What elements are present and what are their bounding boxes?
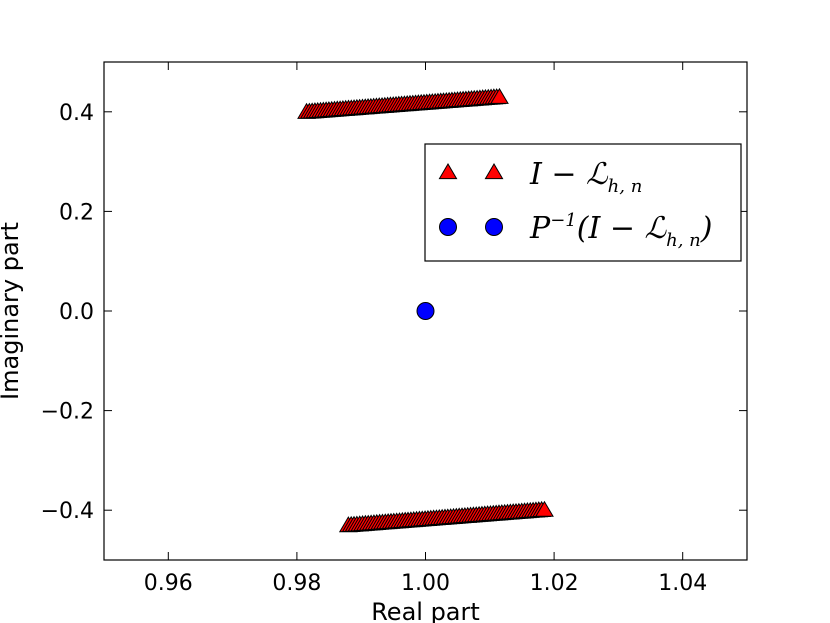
y-tick-label: 0.0 xyxy=(59,300,94,325)
legend-entry-1-main: P xyxy=(529,211,551,246)
triangle-point xyxy=(490,87,509,104)
y-tick-label: 0.4 xyxy=(59,101,94,126)
legend-entry-1-sup: −1 xyxy=(550,210,577,231)
x-tick-label: 1.02 xyxy=(530,571,579,596)
legend-entry-0-main: I − ℒ xyxy=(529,157,609,192)
y-tick-label: −0.4 xyxy=(41,499,94,524)
legend-box xyxy=(424,143,742,262)
legend-triangle-marker xyxy=(484,163,504,180)
legend-circle-marker xyxy=(439,218,457,236)
legend: I − ℒh, n P−1(I − ℒh, n) xyxy=(424,143,742,262)
legend-circle-marker xyxy=(485,218,503,236)
legend-triangle-marker xyxy=(438,163,458,180)
triangle-point xyxy=(535,500,554,517)
y-tick-label: 0.2 xyxy=(59,200,94,225)
x-axis-label: Real part xyxy=(371,598,480,623)
y-tick-label: −0.2 xyxy=(41,400,94,425)
legend-entry-0-sub: h, n xyxy=(608,176,643,197)
y-axis-label: Imaginary part xyxy=(0,222,24,400)
series-0 xyxy=(297,87,554,533)
series-1 xyxy=(416,302,435,320)
legend-entry-1-close: ) xyxy=(700,211,713,246)
x-tick-label: 0.98 xyxy=(272,571,321,596)
series-layer xyxy=(297,87,554,533)
x-tick-label: 1.04 xyxy=(658,571,707,596)
legend-entry-1-sub: h, n xyxy=(666,230,701,251)
legend-entry-1: P−1(I − ℒh, n) xyxy=(529,210,712,251)
legend-entry-1-rest: (I − ℒ xyxy=(577,211,668,246)
tick-layer: 0.96 0.98 1.00 1.02 1.04 0.4 0.2 0.0 −0.2 −0.4 xyxy=(41,62,747,596)
x-tick-label: 0.96 xyxy=(144,571,193,596)
legend-markers xyxy=(438,163,504,236)
x-tick-label: 1.00 xyxy=(401,571,450,596)
circle-point xyxy=(416,302,435,320)
legend-entry-0: I − ℒh, n xyxy=(529,157,642,197)
